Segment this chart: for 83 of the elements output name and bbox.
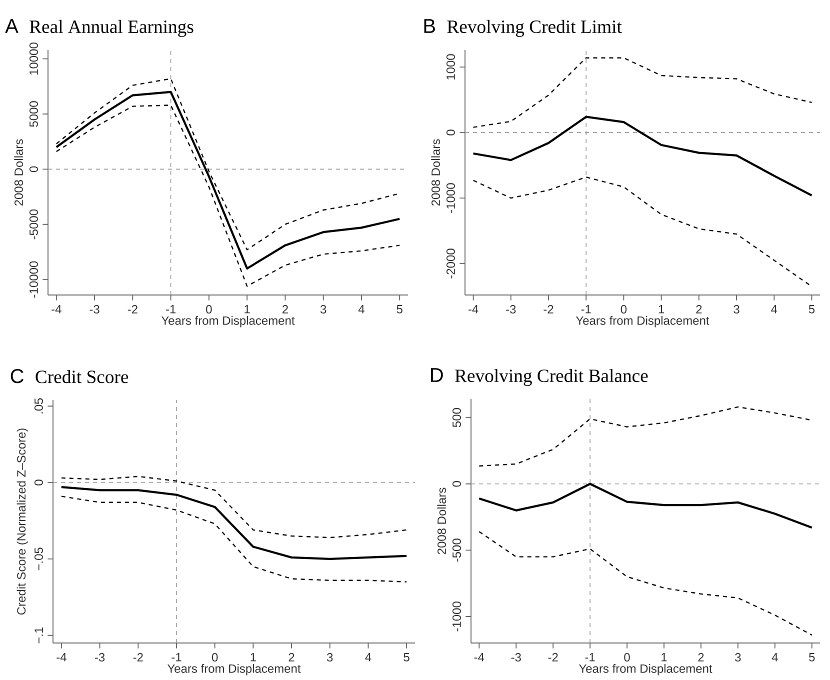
y-axis-title: Credit Score (Normalized Z–Score) — [16, 428, 28, 615]
x-tick-label: -3 — [511, 653, 521, 662]
x-tick-label: 4 — [772, 653, 778, 662]
text: B — [424, 19, 435, 34]
y-tick-label: 10000 — [29, 42, 38, 75]
line-series — [478, 482, 813, 529]
line-series — [472, 176, 812, 288]
x-tick-label: -4 — [468, 305, 478, 314]
y-tick-label: -5000 — [29, 210, 38, 240]
y-tick-label: -10000 — [29, 262, 38, 298]
chart-title: Credit Score — [36, 370, 128, 384]
x-axis-title: Years from Displacement — [161, 316, 295, 328]
x-tick-label: -2 — [133, 653, 143, 662]
x-tick-label: 0 — [212, 653, 218, 662]
x-tick-label: -3 — [94, 653, 105, 662]
chart-title: Real Annual Earnings — [30, 20, 194, 38]
line-series — [472, 57, 812, 128]
y-axis-title: 2008 Dollars — [437, 488, 446, 554]
x-tick-label: 5 — [808, 305, 815, 314]
x-tick-label: -2 — [548, 653, 558, 662]
y-tick-label: 1000 — [446, 54, 455, 80]
x-tick-label: -1 — [172, 653, 182, 662]
x-tick-label: 0 — [620, 305, 627, 314]
y-tick-label: 0 — [34, 480, 43, 486]
y-tick-label: -2000 — [446, 248, 455, 279]
x-axis-title: Years from Displacement — [167, 664, 301, 676]
x-tick-label: 2 — [282, 305, 288, 314]
line-series — [478, 531, 812, 636]
x-tick-label: 2 — [698, 653, 704, 662]
x-tick-label: -4 — [56, 653, 66, 662]
x-tick-label: 4 — [365, 653, 372, 662]
chart-title: Revolving Credit Balance — [455, 369, 648, 386]
x-tick-label: 2 — [288, 653, 294, 662]
y-axis-title: 2008 Dollars — [431, 139, 440, 206]
x-axis-title: Years from Displacement — [576, 316, 710, 328]
y-tick-label: -1000 — [452, 602, 461, 632]
line-series — [472, 116, 813, 197]
text: D — [431, 368, 443, 382]
y-tick-label: 0 — [446, 130, 455, 136]
y-tick-label: 500 — [452, 408, 461, 428]
text: C — [10, 369, 24, 384]
x-tick-label: 5 — [809, 653, 815, 662]
y-tick-label: 0 — [452, 481, 461, 487]
x-tick-label: -4 — [52, 305, 62, 314]
x-axis-title: Years from Displacement — [578, 664, 712, 676]
x-tick-label: -4 — [474, 653, 484, 662]
x-tick-label: 0 — [624, 653, 630, 662]
x-tick-label: 3 — [734, 305, 740, 314]
x-tick-label: 1 — [658, 305, 664, 314]
x-tick-label: 5 — [396, 305, 402, 314]
chart-title: Revolving Credit Limit — [447, 20, 622, 38]
x-tick-label: -1 — [166, 305, 176, 314]
x-tick-label: 1 — [250, 653, 256, 662]
text: A — [5, 19, 18, 34]
y-tick-label: −.05 — [34, 548, 43, 570]
x-tick-label: -2 — [128, 305, 138, 314]
x-tick-label: 3 — [326, 653, 333, 662]
x-tick-label: 3 — [320, 305, 326, 314]
y-tick-label: 5000 — [29, 101, 38, 128]
line-series — [60, 476, 408, 538]
x-tick-label: -2 — [544, 305, 554, 314]
x-tick-label: 1 — [244, 305, 250, 314]
x-tick-label: 1 — [662, 653, 667, 662]
y-axis-title: 2008 Dollars — [14, 139, 23, 206]
y-tick-label: −.1 — [34, 628, 43, 644]
y-tick-label: -500 — [452, 538, 461, 562]
x-tick-label: 3 — [735, 653, 741, 662]
x-tick-label: 4 — [771, 305, 778, 314]
y-tick-label: 0 — [29, 166, 38, 172]
x-tick-label: -1 — [585, 653, 595, 662]
x-tick-label: -3 — [506, 305, 516, 314]
x-tick-label: 0 — [206, 305, 212, 314]
x-tick-label: -1 — [581, 305, 591, 314]
x-tick-label: 5 — [404, 653, 410, 662]
y-tick-label: -1000 — [446, 183, 455, 214]
x-tick-label: -3 — [90, 305, 100, 314]
line-series — [60, 496, 408, 583]
line-series — [60, 486, 408, 560]
line-series — [56, 104, 400, 287]
line-series — [478, 406, 812, 467]
x-tick-label: 4 — [358, 305, 364, 314]
x-tick-label: 2 — [696, 305, 702, 314]
y-tick-label: .05 — [34, 398, 43, 414]
